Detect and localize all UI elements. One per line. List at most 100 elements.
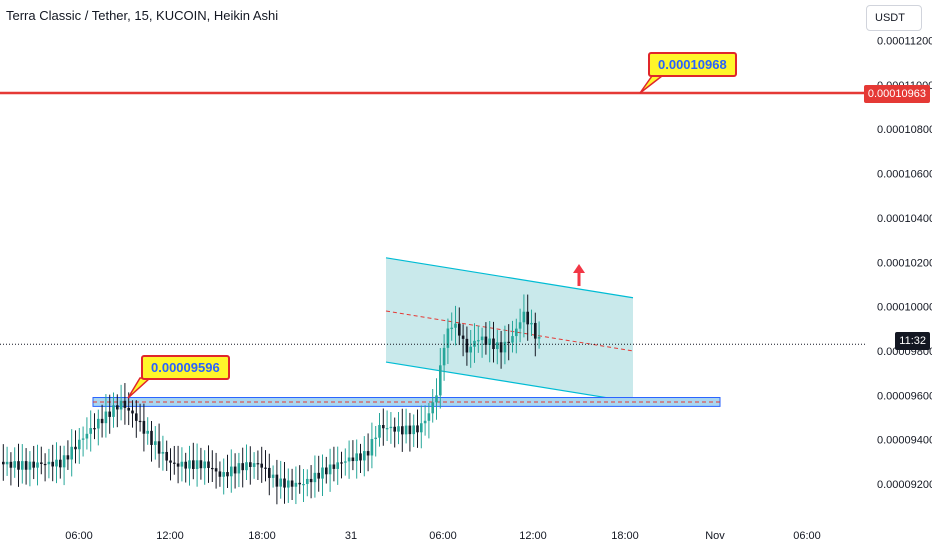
candle-body (370, 438, 374, 456)
candle-body (116, 405, 119, 410)
candle-body (321, 467, 324, 479)
candle-body (439, 365, 442, 396)
candle-body (260, 463, 263, 468)
candle-body (313, 472, 317, 483)
candle-body (264, 467, 267, 469)
candle-body (9, 461, 13, 468)
candle-body (203, 461, 206, 469)
candle-body (515, 328, 518, 337)
candle-body (503, 341, 507, 353)
y-tick-label: 0.00010200 (877, 257, 932, 269)
candle-body (112, 405, 115, 417)
x-tick-label: Nov (705, 530, 725, 542)
candle-body (138, 420, 142, 423)
candle-body (469, 346, 472, 353)
candle-body (180, 461, 184, 467)
candle-body (89, 428, 92, 434)
candle-body (249, 462, 252, 467)
channel-lower-line (385, 361, 634, 403)
candles (2, 294, 541, 505)
candle-body (420, 423, 423, 433)
candle-body (142, 420, 146, 434)
candle-body (389, 426, 393, 429)
chart-title: Terra Classic / Tether, 15, KUCOIN, Heik… (6, 8, 279, 23)
candle-body (355, 453, 358, 462)
candle-body (309, 478, 313, 483)
candle-body (150, 430, 153, 445)
candle-body (146, 430, 149, 434)
candle-body (85, 433, 89, 439)
candle-body (344, 461, 347, 463)
candle-body (374, 437, 377, 439)
candle-body (241, 463, 244, 471)
candle-body (298, 482, 301, 485)
candle-body (5, 461, 9, 465)
candle-body (173, 462, 176, 464)
x-tick-label: 18:00 (248, 530, 276, 542)
candle-body (13, 461, 16, 468)
callout-bottom-pointer (127, 377, 152, 399)
candle-body (100, 418, 104, 424)
candle-body (176, 463, 180, 467)
x-tick-label: 06:00 (793, 530, 821, 542)
candle-body (199, 460, 203, 469)
callout-top[interactable]: 0.00010968 (648, 52, 737, 77)
candle-body (351, 457, 355, 462)
candle-body (24, 461, 28, 470)
descending-channel[interactable] (385, 257, 634, 403)
candle-body (442, 347, 446, 366)
candle-body (256, 463, 260, 465)
candle-body (161, 451, 165, 454)
candle-body (511, 336, 514, 343)
candle-body (446, 328, 450, 348)
y-tick-label: 0.00009600 (877, 390, 932, 402)
arrow-head (573, 264, 585, 273)
x-tick-label: 12:00 (156, 530, 184, 542)
candle-body (268, 467, 271, 478)
current-price-tag: 0.00010963 (863, 85, 930, 103)
candle-body (534, 322, 537, 339)
candle-body (522, 311, 526, 323)
candle-body (28, 461, 32, 470)
candle-body (157, 441, 161, 454)
candle-body (306, 478, 309, 485)
candle-body (32, 461, 35, 468)
candle-body (47, 461, 51, 465)
candle-body (233, 466, 237, 474)
candle-body (499, 342, 503, 353)
candle-body (385, 428, 389, 430)
callout-bottom[interactable]: 0.00009596 (141, 355, 230, 380)
candle-body (237, 463, 241, 474)
candle-body (74, 446, 77, 450)
candle-body (211, 467, 214, 470)
channel-fill (386, 257, 633, 402)
candle-body (427, 413, 431, 421)
candle-body (154, 441, 157, 445)
candle-body (412, 425, 415, 435)
candle-body (488, 338, 491, 345)
candle-body (119, 400, 123, 410)
time-axis[interactable]: 06:00 12:00 18:00 31 06:00 12:00 18:00 Nov 06:00 (65, 530, 821, 542)
candle-body (431, 402, 434, 414)
candle-body (195, 460, 199, 469)
candle-body (93, 428, 96, 430)
candle-body (66, 455, 70, 460)
candle-body (404, 425, 408, 435)
x-tick-label: 12:00 (519, 530, 547, 542)
candle-body (123, 400, 127, 408)
support-zone[interactable] (92, 397, 721, 407)
candle-body (207, 461, 210, 468)
candle-body (294, 482, 298, 487)
candle-body (127, 407, 130, 411)
candle-body (287, 480, 290, 488)
candle-body (416, 425, 419, 433)
candle-body (537, 336, 541, 339)
candle-body (226, 472, 229, 477)
candle-body (271, 474, 275, 478)
candle-body (218, 471, 222, 477)
y-tick-label: 0.00010600 (877, 169, 932, 181)
price-axis[interactable]: 0.000112000.000110000.000108000.00010600… (877, 36, 932, 492)
currency-button[interactable]: USDT (866, 5, 922, 31)
candle-body (81, 438, 85, 440)
